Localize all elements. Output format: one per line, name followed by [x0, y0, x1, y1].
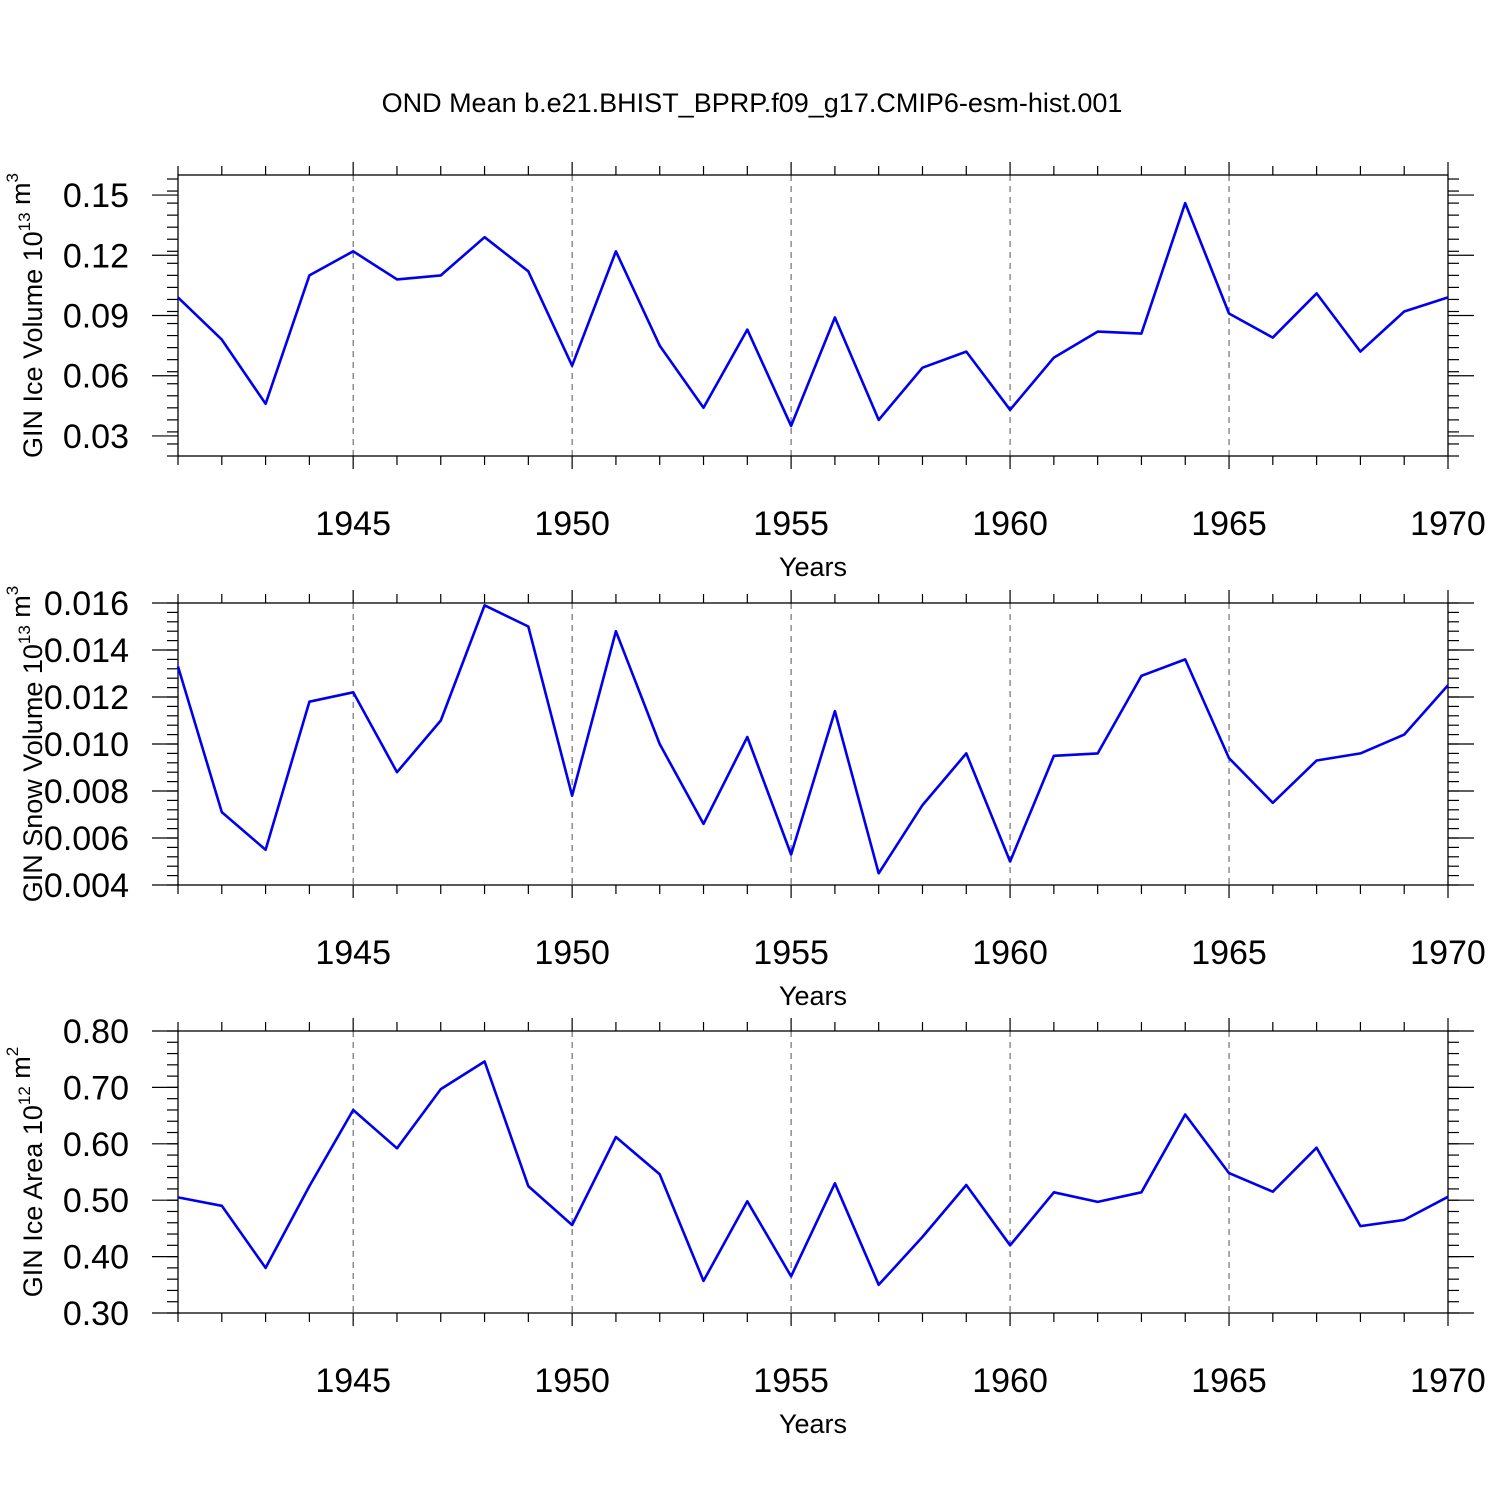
x-tick-label: 1965: [1191, 505, 1267, 543]
x-tick-label: 1945: [315, 934, 391, 972]
y-axis-label-part: m: [6, 1056, 36, 1086]
y-axis-label: GIN Ice Volume 1013 m3: [3, 173, 48, 458]
x-tick-label: 1950: [534, 505, 610, 543]
x-tick-label: 1950: [534, 934, 610, 972]
series-line: [177, 201, 1449, 428]
x-tick-label: 1950: [534, 1362, 610, 1400]
x-tick-label: 1970: [1410, 505, 1486, 543]
y-tick-label: 0.12: [63, 237, 129, 275]
x-tick-label: 1955: [753, 934, 829, 972]
x-axis-label: Years: [779, 1409, 847, 1439]
panel-2: 1945 1950 1955 1960 1965 1970 0.004 0.006 0.008 0…: [3, 585, 1486, 1011]
panel-3: 1945 1950 1955 1960 1965 1970 0.30 0.40 0.50 0.60…: [3, 1013, 1486, 1439]
y-axis-label-exponent: 13: [15, 212, 34, 231]
y-axis-label-exponent: 12: [15, 1086, 34, 1105]
x-tick-label: 1970: [1410, 934, 1486, 972]
series-line: [176, 603, 1449, 875]
panels: 1945 1950 1955 1960 1965 1970 0.03 0.06 0.09 0.12…: [3, 162, 1486, 1439]
y-axis-label-part: GIN Ice Area 10: [18, 1105, 48, 1297]
y-axis-label-exponent: 3: [3, 586, 22, 595]
y-tick-label: 0.80: [63, 1013, 129, 1051]
y-tick-label: 0.016: [44, 585, 129, 623]
y-tick-label: 0.30: [63, 1295, 129, 1333]
y-tick-label: 0.014: [44, 632, 129, 670]
y-tick-label: 0.15: [63, 177, 129, 215]
x-tick-label: 1960: [972, 1362, 1048, 1400]
y-axis-label: GIN Ice Area 1012 m2: [3, 1047, 48, 1298]
y-tick-label: 0.006: [44, 820, 129, 858]
x-tick-label: 1955: [753, 1362, 829, 1400]
series-line: [177, 1060, 1449, 1287]
x-axis-label: Years: [779, 981, 847, 1011]
y-tick-label: 0.06: [63, 358, 129, 396]
y-tick-label: 0.50: [63, 1182, 129, 1220]
y-tick-label: 0.010: [44, 726, 129, 764]
y-tick-label: 0.008: [44, 773, 129, 811]
y-tick-label: 0.012: [44, 679, 129, 717]
y-axis-label-exponent: 2: [3, 1047, 22, 1056]
x-tick-label: 1965: [1191, 934, 1267, 972]
plot-frame: [177, 602, 1449, 886]
x-tick-label: 1945: [315, 505, 391, 543]
y-axis-label-part: GIN Snow Volume 10: [18, 644, 48, 902]
plot-frame: [177, 1030, 1449, 1314]
y-tick-label: 0.40: [63, 1239, 129, 1277]
y-tick-label: 0.03: [63, 418, 129, 456]
y-tick-label: 0.004: [44, 867, 129, 905]
y-axis-label: GIN Snow Volume 1013 m3: [3, 586, 48, 903]
y-axis-label-exponent: 13: [15, 625, 34, 644]
x-axis-label: Years: [779, 552, 847, 582]
y-axis-label-exponent: 3: [3, 173, 22, 182]
y-tick-label: 0.60: [63, 1126, 129, 1164]
y-axis-label-part: GIN Ice Volume 10: [18, 231, 48, 458]
x-tick-label: 1960: [972, 934, 1048, 972]
y-axis-label-part: m: [6, 595, 36, 625]
y-tick-label: 0.70: [63, 1069, 129, 1107]
plot-frame: [177, 174, 1449, 457]
y-tick-label: 0.09: [63, 298, 129, 336]
chart-title: OND Mean b.e21.BHIST_BPRP.f09_g17.CMIP6-…: [382, 88, 1123, 118]
x-tick-label: 1960: [972, 505, 1048, 543]
x-tick-label: 1970: [1410, 1362, 1486, 1400]
panel-1: 1945 1950 1955 1960 1965 1970 0.03 0.06 0.09 0.12…: [3, 162, 1486, 582]
x-tick-label: 1945: [315, 1362, 391, 1400]
x-tick-label: 1955: [753, 505, 829, 543]
x-tick-label: 1965: [1191, 1362, 1267, 1400]
y-axis-label-part: m: [6, 182, 36, 212]
